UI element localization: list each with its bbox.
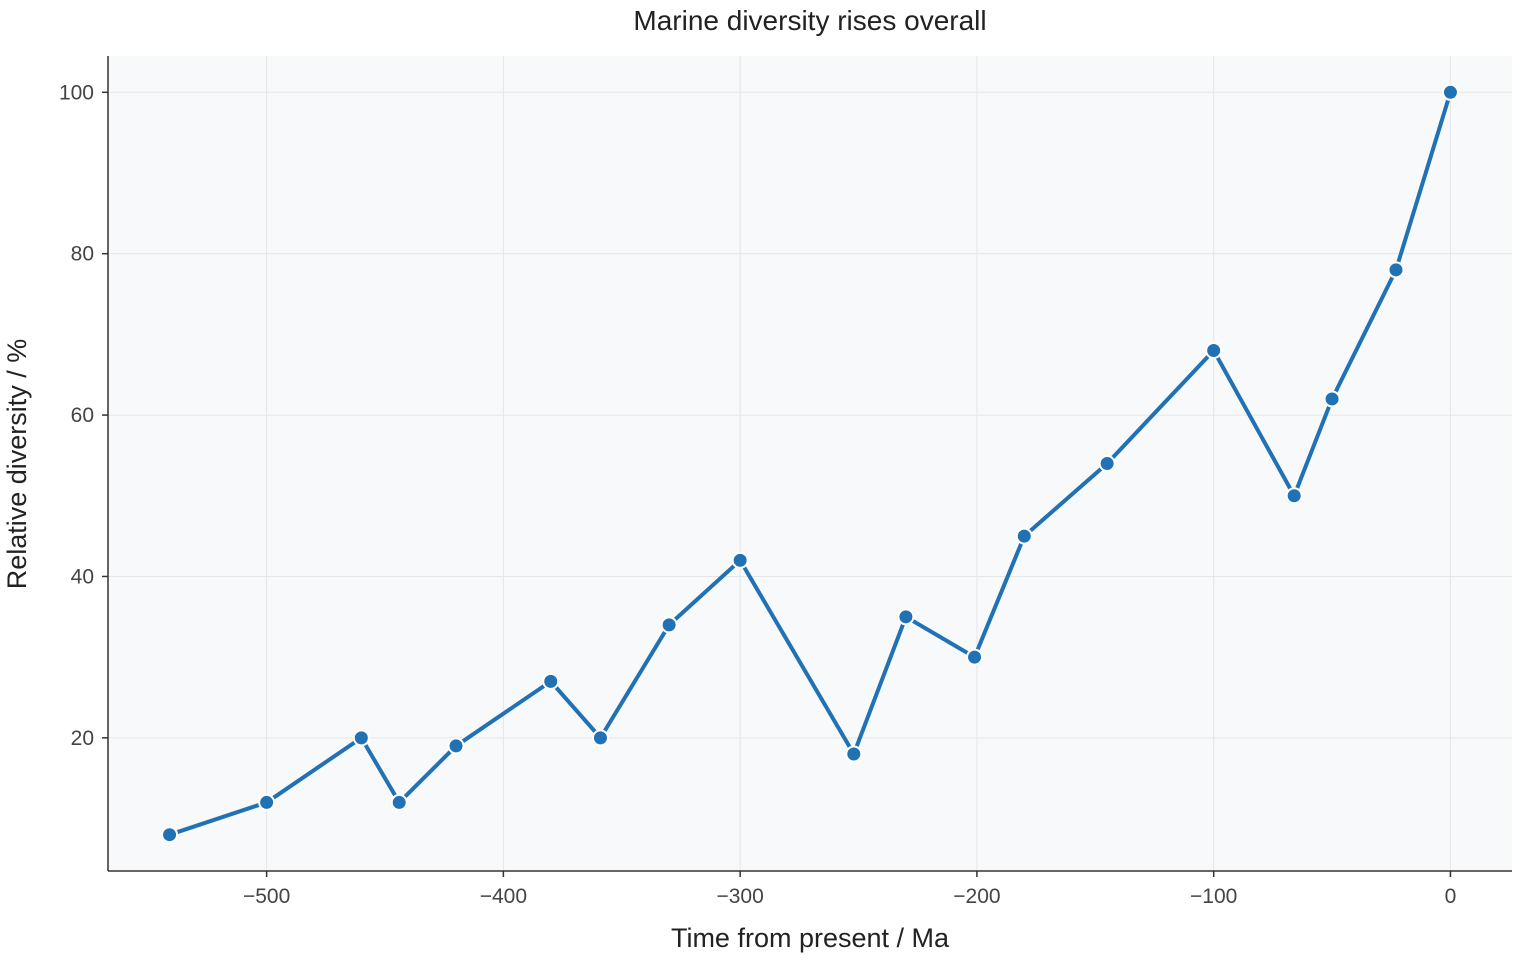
y-tick-label: 20 (71, 727, 94, 750)
data-point (1205, 342, 1223, 360)
data-point (1441, 83, 1459, 101)
x-axis-label: Time from present / Ma (671, 923, 950, 953)
y-tick-label: 100 (59, 81, 94, 104)
data-point (390, 793, 408, 811)
y-axis-label: Relative diversity / % (2, 339, 32, 590)
data-point (1323, 390, 1341, 408)
y-tick-label: 60 (71, 404, 94, 427)
data-point (542, 672, 560, 690)
chart-title: Marine diversity rises overall (633, 5, 986, 36)
data-series (161, 83, 1459, 844)
data-point (258, 793, 276, 811)
x-tick-label: −500 (243, 885, 290, 908)
x-axis-ticks: −500 −400 −300 −200 −100 0 (243, 871, 1456, 908)
x-tick-label: −200 (953, 885, 1000, 908)
x-tick-label: 0 (1445, 885, 1457, 908)
x-tick-label: −100 (1190, 885, 1237, 908)
data-point (352, 729, 370, 747)
data-point (591, 729, 609, 747)
data-point (897, 608, 915, 626)
plot-area (108, 56, 1512, 871)
data-point (966, 648, 984, 666)
x-tick-label: −400 (480, 885, 527, 908)
grid-lines (108, 56, 1512, 871)
data-point (660, 616, 678, 634)
y-tick-label: 40 (71, 565, 94, 588)
data-point (731, 551, 749, 569)
data-point (1015, 527, 1033, 545)
data-point (1387, 261, 1405, 279)
data-point (1285, 487, 1303, 505)
data-point (1098, 455, 1116, 472)
x-tick-label: −300 (716, 885, 763, 908)
data-point (161, 826, 179, 844)
data-point (447, 737, 465, 755)
axes (107, 56, 1512, 872)
y-tick-label: 80 (71, 243, 94, 266)
data-point (845, 745, 863, 763)
y-axis-ticks: 20 40 60 80 100 (59, 81, 108, 750)
